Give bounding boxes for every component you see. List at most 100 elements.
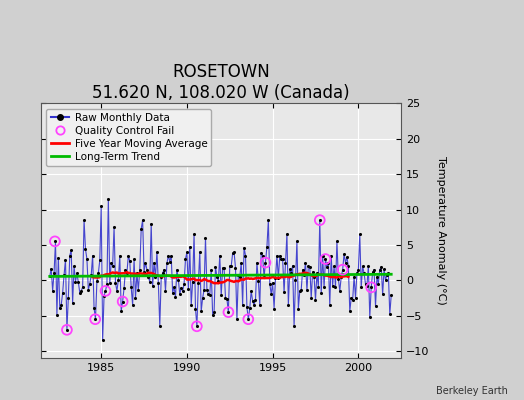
Point [151,274,160,280]
Point [143,266,151,273]
Point [57,302,66,308]
Point [261,259,270,266]
Point [189,279,197,285]
Point [200,286,208,293]
Point [138,217,147,223]
Point [383,272,391,278]
Point [74,279,83,286]
Point [315,217,324,223]
Point [61,256,70,263]
Point [176,291,184,298]
Point [335,288,344,294]
Point [291,277,300,284]
Point [339,266,347,273]
Point [238,302,247,308]
Point [315,217,324,223]
Point [120,285,128,291]
Point [87,272,95,278]
Point [221,295,230,301]
Point [387,292,396,298]
Point [179,288,187,294]
Point [117,308,125,314]
Point [104,196,113,202]
Point [284,302,292,308]
Point [366,314,374,320]
Point [333,238,341,244]
Point [51,238,60,244]
Point [81,246,90,252]
Point [362,281,370,287]
Point [156,323,164,330]
Point [168,289,177,296]
Point [260,274,268,281]
Point [376,266,384,273]
Point [354,266,363,273]
Point [164,252,172,259]
Point [386,311,394,318]
Point [231,265,239,271]
Point [140,268,148,275]
Point [213,274,221,280]
Point [75,290,84,296]
Point [144,274,152,280]
Point [215,252,224,259]
Point [323,264,331,270]
Point [84,286,93,293]
Point [347,295,355,301]
Point [136,266,144,273]
Point [305,264,314,270]
Point [133,270,141,276]
Point [319,252,327,259]
Point [205,292,214,298]
Point [287,270,296,276]
Point [199,295,207,301]
Point [66,252,74,259]
Point [146,279,154,285]
Point [223,296,231,302]
Point [67,247,75,254]
Point [148,283,157,290]
Point [384,270,392,276]
Point [166,258,174,265]
Point [339,266,347,273]
Point [321,256,330,262]
Point [85,281,94,287]
Point [141,259,150,266]
Point [233,316,241,322]
Y-axis label: Temperature Anomaly (°C): Temperature Anomaly (°C) [436,156,446,305]
Point [108,263,117,269]
Point [300,272,308,278]
Point [337,274,345,280]
Point [324,259,333,266]
Point [64,294,72,301]
Point [381,277,390,284]
Point [331,284,340,290]
Point [209,311,217,318]
Point [244,316,253,322]
Title: ROSETOWN
51.620 N, 108.020 W (Canada): ROSETOWN 51.620 N, 108.020 W (Canada) [92,63,350,102]
Point [344,263,353,269]
Point [373,274,381,280]
Point [118,298,127,305]
Point [280,289,288,296]
Point [60,272,68,278]
Point [130,256,138,262]
Point [286,266,294,273]
Point [54,254,62,261]
Point [174,276,182,283]
Point [171,294,180,300]
Point [256,302,264,308]
Point [356,231,364,238]
Point [194,280,203,286]
Point [163,260,171,266]
Point [378,291,387,298]
Point [272,252,281,259]
Point [56,305,64,311]
Point [248,298,257,304]
Point [317,290,325,296]
Point [350,274,358,280]
Point [351,294,359,301]
Point [95,257,104,264]
Point [105,280,114,286]
Point [217,292,225,298]
